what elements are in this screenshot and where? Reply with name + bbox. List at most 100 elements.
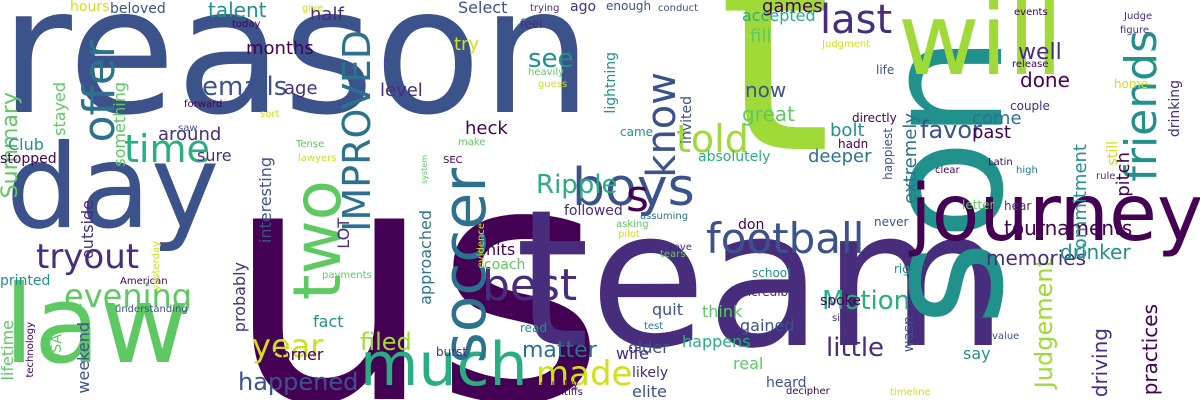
word-s: s bbox=[626, 171, 649, 222]
word-saw: saw bbox=[178, 123, 198, 134]
word-life: life bbox=[876, 63, 895, 77]
word-older: older bbox=[628, 338, 669, 357]
word-hours: hours bbox=[70, 0, 110, 15]
word-tears: tears bbox=[660, 249, 686, 260]
word-likely: likely bbox=[632, 365, 669, 381]
word-stopped: stopped bbox=[0, 151, 57, 167]
word-hadn: hadn bbox=[838, 137, 869, 151]
word-team: team bbox=[515, 169, 1008, 390]
word-judgement: Judgement bbox=[1030, 258, 1058, 389]
word-guess: guess bbox=[538, 79, 568, 90]
word-last: last bbox=[820, 0, 893, 43]
word-lot: LOT bbox=[334, 218, 353, 249]
word-probably: probably bbox=[230, 262, 249, 333]
word-never: never bbox=[874, 215, 909, 229]
word-bolt: bolt bbox=[830, 120, 865, 141]
word-filed: filed bbox=[360, 328, 412, 356]
word-well: well bbox=[1018, 40, 1062, 65]
word-side: side bbox=[832, 313, 853, 324]
word-club: Club bbox=[8, 135, 44, 154]
word-little: little bbox=[826, 333, 885, 363]
word-driving: driving bbox=[1088, 328, 1112, 398]
word-made: made bbox=[536, 354, 633, 394]
word-heck: heck bbox=[465, 118, 508, 139]
word-heavily: heavily bbox=[528, 67, 565, 78]
word-release: release bbox=[1012, 59, 1049, 70]
word-lightning: lightning bbox=[603, 52, 619, 114]
word-ripple: Ripple bbox=[536, 170, 618, 200]
word-much: much bbox=[360, 330, 528, 400]
word-hits: hits bbox=[486, 240, 516, 259]
word-absolutely: absolutely bbox=[698, 149, 771, 165]
word-american: American bbox=[120, 276, 168, 287]
word-country: country bbox=[540, 379, 579, 390]
word-judgment: Judgment bbox=[822, 39, 871, 50]
word-weekend: weekend bbox=[74, 322, 93, 394]
word-burst: burst bbox=[436, 345, 468, 359]
word-extremely: extremely bbox=[900, 113, 921, 204]
word-still: still bbox=[1105, 141, 1121, 166]
word-motion: Motion bbox=[822, 286, 911, 316]
word-emails: emails bbox=[202, 72, 288, 102]
word-feel: feel bbox=[520, 17, 543, 31]
word-came: came bbox=[620, 125, 654, 139]
word-something: something bbox=[110, 82, 129, 167]
word-around: around bbox=[158, 124, 222, 145]
word-lawyers: lawyers bbox=[298, 153, 337, 164]
word-football: football bbox=[706, 214, 865, 263]
word-beloved: beloved bbox=[110, 1, 166, 17]
word-fact: fact bbox=[313, 312, 344, 331]
word-tournaments: tournaments bbox=[1004, 216, 1133, 240]
word-outside: outside bbox=[78, 200, 97, 259]
word-evidence: evidence bbox=[476, 223, 487, 269]
word-age: age bbox=[284, 78, 318, 99]
word-judge: Judge bbox=[1124, 11, 1153, 22]
word-heard: heard bbox=[766, 375, 807, 391]
word-stayed: stayed bbox=[50, 82, 69, 136]
word-right: right bbox=[894, 262, 923, 276]
word-boys: boys bbox=[572, 158, 695, 218]
word-trying: trying bbox=[530, 3, 560, 14]
word-home: home bbox=[1114, 77, 1149, 91]
word-happiest: happiest bbox=[881, 128, 895, 180]
word-told: told bbox=[676, 117, 749, 161]
word-select: Select bbox=[458, 0, 508, 17]
word-yesterday: yesterday bbox=[151, 241, 162, 291]
word-clear: clear bbox=[935, 165, 960, 176]
word-technology: technology bbox=[25, 322, 36, 378]
word-matter: matter bbox=[522, 338, 597, 363]
word-move: move bbox=[664, 242, 692, 253]
word-day: day bbox=[6, 120, 220, 255]
word-talent: talent bbox=[208, 0, 267, 22]
word-printed: printed bbox=[0, 273, 51, 289]
word-pilot: pilot bbox=[618, 229, 640, 240]
word-real: real bbox=[733, 354, 764, 373]
word-improved: IMPROVED bbox=[335, 30, 379, 232]
word-conduct: conduct bbox=[658, 3, 699, 14]
word-tryout: tryout bbox=[36, 237, 140, 277]
word-best: best bbox=[482, 260, 578, 311]
word-past: past bbox=[972, 122, 1011, 143]
word-happened: happened bbox=[238, 368, 359, 396]
word-happens: happens bbox=[682, 332, 751, 351]
word-timeline: timeline bbox=[890, 387, 931, 398]
word-tense: Tense bbox=[296, 139, 325, 150]
word-figure: figure bbox=[1120, 25, 1150, 36]
word-rule: rule bbox=[1096, 171, 1116, 182]
word-fill: fill bbox=[750, 26, 772, 47]
word-spoke: spoke bbox=[820, 293, 861, 309]
word-assuming: assuming bbox=[640, 211, 689, 222]
word-us: us bbox=[225, 93, 607, 400]
word-system: system bbox=[420, 155, 429, 184]
word-letter: letter bbox=[962, 198, 995, 212]
word-will: will bbox=[898, 0, 1064, 98]
word-sort: sort bbox=[260, 109, 280, 120]
word-directly: directly bbox=[852, 111, 897, 125]
word-lifetime: lifetime bbox=[0, 320, 17, 381]
word-sec: SEC bbox=[443, 155, 463, 166]
word-now: now bbox=[745, 78, 787, 102]
word-read: read bbox=[520, 321, 548, 335]
word-corner: corner bbox=[272, 345, 324, 364]
word-accepted: accepted bbox=[742, 6, 816, 25]
